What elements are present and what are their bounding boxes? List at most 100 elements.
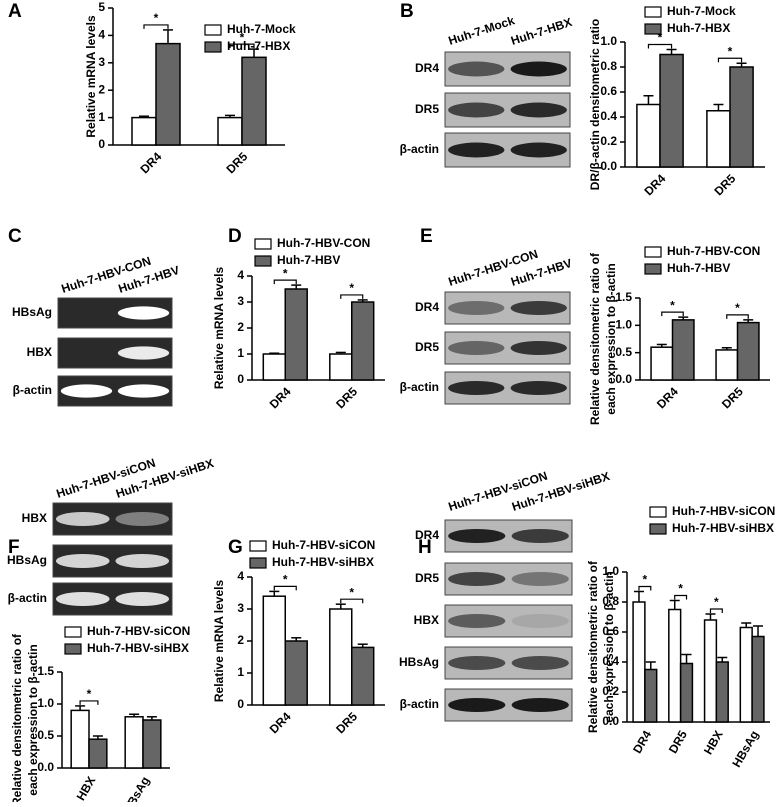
y-tick-label: 0.0 [602, 714, 619, 728]
bar [217, 116, 243, 146]
significance-bracket [717, 57, 743, 63]
blot-row-label: β-actin [400, 142, 439, 156]
legend-swatch [64, 643, 82, 655]
bar [632, 601, 646, 723]
y-axis-label: Relative densitometric ratio of [586, 560, 600, 733]
blot-row-label: HBsAg [12, 305, 52, 319]
legend-label: Huh-7-HBV [277, 253, 340, 267]
legend-label: Huh-7-HBV-siHBX [272, 555, 374, 569]
x-tick-label: DR5 [719, 384, 746, 411]
bar [351, 301, 375, 381]
band [448, 340, 505, 356]
significance-bracket [726, 314, 749, 319]
significance-mark: * [714, 595, 719, 609]
significance-bracket [143, 24, 169, 29]
band [510, 61, 567, 77]
y-tick-label: 0.0 [600, 159, 617, 173]
bar [703, 619, 718, 723]
bar [88, 738, 108, 769]
bar [142, 719, 162, 769]
legend-label: Huh-7-HBV-siHBX [672, 521, 774, 535]
panel-label: C [8, 226, 22, 247]
significance-bracket [709, 608, 723, 613]
significance-bracket [79, 700, 99, 705]
y-tick-label: 0.6 [600, 84, 617, 98]
bar [729, 66, 754, 168]
bar [284, 640, 308, 706]
y-tick-label: 4 [98, 28, 105, 42]
legend-swatch [204, 24, 222, 36]
band [448, 300, 505, 316]
x-tick-label: DR5 [333, 384, 360, 411]
x-tick-label: DR4 [654, 384, 681, 411]
y-tick-label: 1.5 [615, 290, 632, 304]
legend-swatch [249, 540, 267, 552]
band [510, 142, 567, 158]
bar [262, 595, 286, 706]
significance-mark: * [670, 298, 675, 312]
blot-row-label: HBX [22, 511, 47, 525]
y-tick-label: 0 [98, 137, 105, 151]
y-axis-label: Relative mRNA levels [84, 15, 98, 138]
band [510, 300, 567, 316]
significance-mark: * [678, 582, 683, 596]
legend-swatch [649, 523, 667, 535]
bar [715, 661, 729, 723]
legend-swatch [254, 255, 272, 267]
band [510, 102, 567, 118]
y-axis-label: each expression to β-actin [26, 644, 40, 795]
band [511, 613, 569, 629]
bar [715, 349, 739, 381]
y-tick-label: 0.6 [602, 624, 619, 638]
legend-label: Huh-7-HBV-siCON [87, 624, 190, 638]
y-axis-label: each expression to β-actin [602, 571, 616, 722]
panel-label: G [228, 537, 243, 558]
y-tick-label: 0.5 [37, 728, 54, 742]
blot-row-label: β-actin [13, 383, 52, 397]
y-tick-label: 1 [237, 665, 244, 679]
x-tick-label: DR4 [137, 149, 164, 176]
y-tick-label: 4 [237, 569, 244, 583]
band [448, 697, 506, 713]
significance-mark: * [728, 44, 733, 58]
bar [155, 42, 181, 146]
legend-swatch [249, 557, 267, 569]
y-tick-label: 2 [237, 320, 244, 334]
x-tick-label: HBsAg [120, 774, 152, 802]
panel-label: H [418, 537, 432, 558]
x-tick-label: DR4 [630, 728, 654, 756]
y-tick-label: 1.0 [615, 318, 632, 332]
y-tick-label: 2 [237, 633, 244, 647]
band [511, 697, 569, 713]
bar [131, 116, 157, 146]
bar [329, 353, 353, 381]
panel-label: B [400, 1, 414, 22]
y-axis-label: Relative densitometric ratio of [10, 633, 24, 802]
y-tick-label: 0 [237, 372, 244, 386]
legend-swatch [254, 238, 272, 250]
legend-label: Huh-7-Mock [667, 4, 736, 18]
bar [739, 626, 753, 723]
significance-bracket [340, 598, 364, 604]
bar [644, 668, 658, 723]
y-tick-label: 1.0 [37, 696, 54, 710]
significance-bracket [674, 594, 688, 600]
bar [736, 321, 760, 381]
significance-mark: * [87, 687, 92, 701]
y-tick-label: 0.0 [37, 760, 54, 774]
band [115, 511, 170, 527]
x-tick-label: HBX [701, 728, 726, 757]
band [115, 553, 170, 569]
significance-bracket [273, 585, 297, 591]
significance-bracket [229, 43, 255, 49]
legend-label: Huh-7-HBV-CON [667, 244, 760, 258]
legend-swatch [64, 626, 82, 638]
bar [679, 662, 694, 723]
y-tick-label: 0.0 [615, 372, 632, 386]
y-tick-label: 0.4 [602, 654, 619, 668]
blot-row-label: HBX [414, 613, 439, 627]
band [117, 306, 170, 320]
legend-label: Huh-7-HBV [667, 261, 730, 275]
lane-label: Huh-7-Mock [447, 13, 517, 48]
